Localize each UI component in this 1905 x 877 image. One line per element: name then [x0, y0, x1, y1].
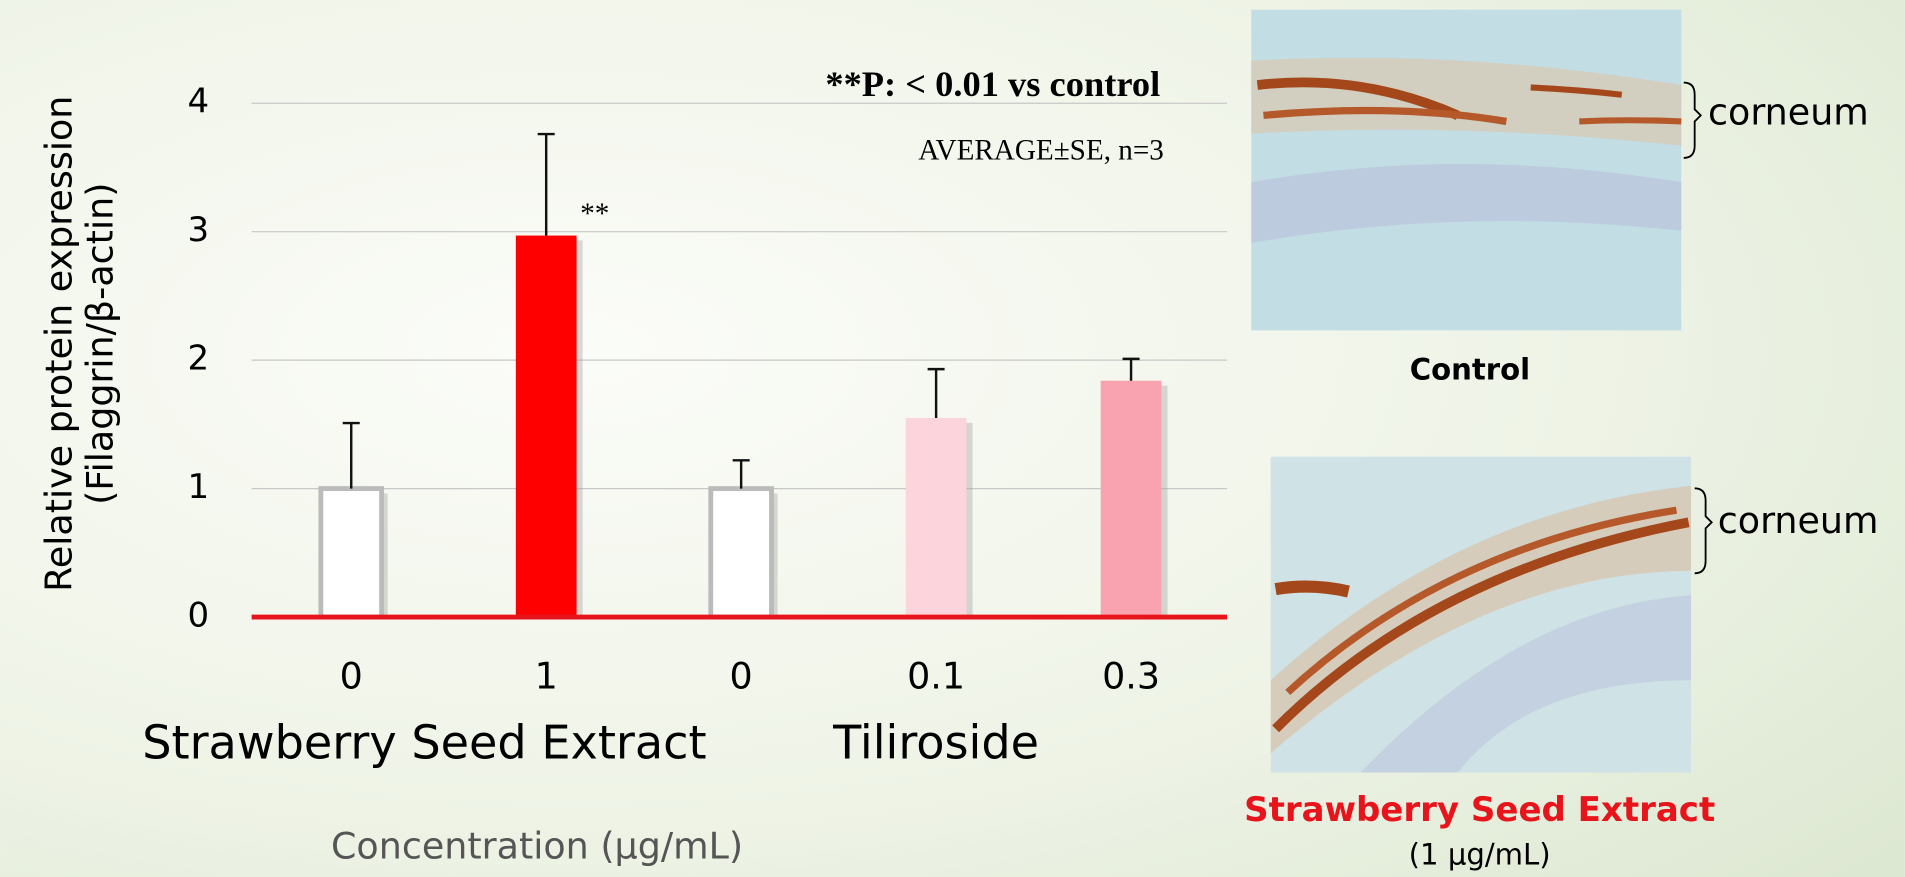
error-bar — [927, 367, 945, 418]
x-tick-label: 0 — [340, 654, 363, 697]
micrograph-extract — [1270, 456, 1692, 773]
y-tick-label: 1 — [187, 467, 209, 507]
y-tick-label: 4 — [187, 82, 209, 122]
x-axis-title: Concentration (μg/mL) — [331, 824, 743, 867]
group-label: Tiliroside — [832, 715, 1039, 769]
panel-caption: Strawberry Seed Extract — [1244, 790, 1715, 830]
error-bar — [1122, 357, 1140, 381]
micrograph-control — [1251, 9, 1682, 331]
panel-caption: Control — [1410, 353, 1530, 387]
bar — [515, 235, 577, 618]
bracket — [1683, 81, 1703, 159]
panel-subcaption: (1 μg/mL) — [1409, 837, 1551, 871]
bracket — [1694, 487, 1713, 575]
error-bar — [342, 421, 360, 489]
x-tick-label: 0 — [730, 654, 753, 697]
x-tick-label: 0.1 — [907, 654, 965, 697]
error-bar — [732, 459, 750, 489]
error-bar — [537, 132, 555, 236]
group-label: Strawberry Seed Extract — [142, 715, 706, 769]
significance-marker: ** — [580, 198, 609, 230]
bar — [318, 486, 385, 620]
y-tick-label: 0 — [187, 596, 209, 636]
y-axis-title: (Filaggrin/β-actin) — [79, 183, 122, 505]
y-tick-label: 3 — [187, 210, 209, 250]
bar — [905, 417, 967, 618]
bar — [708, 486, 774, 620]
x-tick-label: 1 — [535, 654, 558, 697]
x-tick-label: 0.3 — [1102, 654, 1160, 697]
panel-label: corneum — [1718, 499, 1879, 542]
panel-label: corneum — [1708, 91, 1869, 134]
significance-note: **P: < 0.01 vs control — [825, 64, 1160, 104]
stats-note: AVERAGE±SE, n=3 — [918, 135, 1164, 167]
y-tick-label: 2 — [187, 339, 209, 379]
bar — [1100, 380, 1162, 618]
y-axis-title: Relative protein expression — [37, 96, 80, 592]
